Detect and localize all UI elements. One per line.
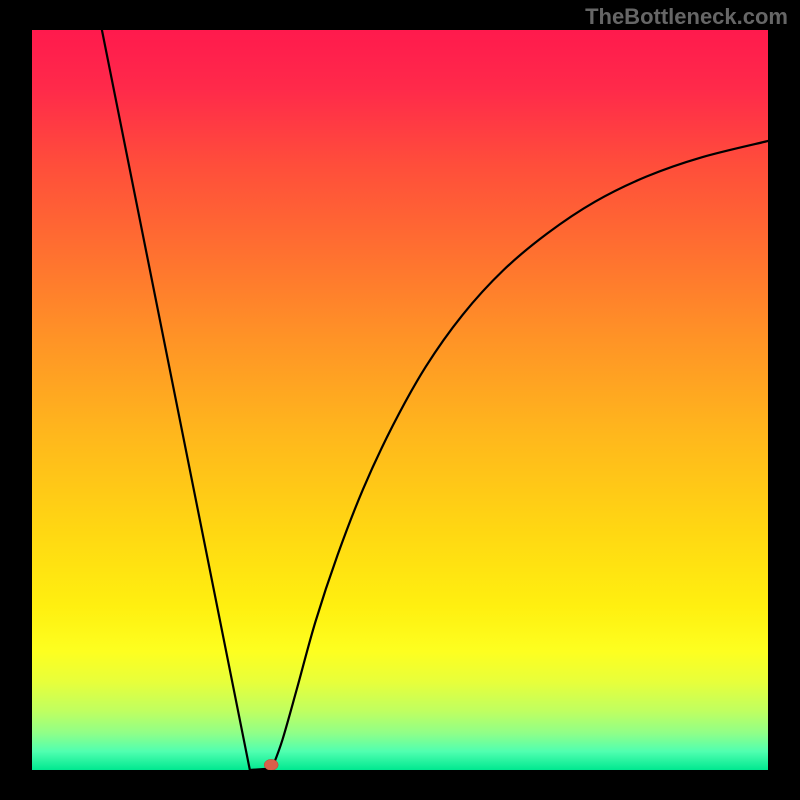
minimum-marker [264,759,278,770]
bottleneck-curve [32,30,768,770]
watermark-text: TheBottleneck.com [585,4,788,30]
chart-container: TheBottleneck.com [0,0,800,800]
plot-area [32,30,768,770]
curve-path [102,30,768,770]
